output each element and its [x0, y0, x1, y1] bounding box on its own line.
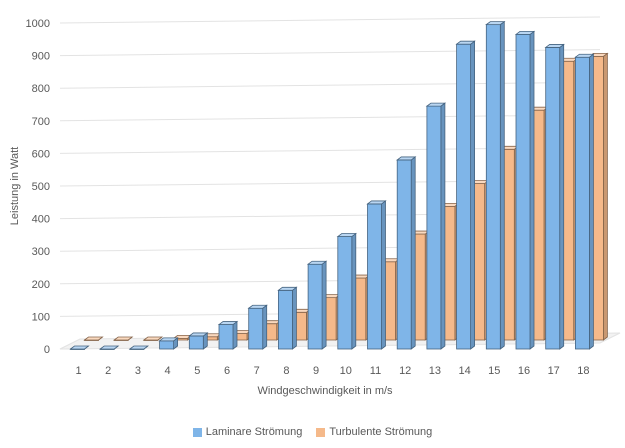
- gridline: [59, 81, 601, 89]
- legend-label-turbulent: Turbulente Strömung: [329, 426, 433, 438]
- x-tick-label: 17: [548, 365, 560, 377]
- x-tick-label: 3: [135, 365, 141, 377]
- legend-item-laminar: Laminare Strömung: [192, 426, 303, 438]
- bar-turbulent: [142, 336, 164, 341]
- bar-laminar: [217, 320, 239, 350]
- gridline: [59, 49, 601, 57]
- x-tick-label: 12: [399, 365, 411, 377]
- y-tick-label: 700: [32, 116, 50, 128]
- x-tick-label: 14: [458, 365, 470, 377]
- y-tick-label: 400: [32, 214, 50, 226]
- x-tick-label: 13: [429, 365, 441, 377]
- legend-swatch-turbulent: [316, 427, 326, 437]
- gridline: [59, 114, 601, 122]
- y-tick-label: 800: [32, 83, 50, 95]
- x-tick-label: 11: [370, 365, 381, 377]
- gridline: [59, 16, 601, 24]
- bar-laminar: [455, 40, 476, 350]
- y-tick-label: 0: [44, 344, 50, 356]
- x-tick-label: 6: [224, 365, 230, 377]
- x-tick-label: 7: [254, 365, 260, 377]
- y-tick-label: 300: [32, 246, 50, 258]
- bar-laminar: [425, 102, 447, 350]
- y-tick-label: 100: [32, 311, 50, 323]
- x-tick-label: 18: [577, 365, 589, 377]
- bar-laminar: [158, 337, 179, 350]
- x-tick-label: 2: [105, 365, 111, 377]
- bar-laminar: [366, 200, 387, 350]
- bar-laminar: [306, 260, 328, 350]
- legend-item-turbulent: Turbulente Strömung: [316, 426, 432, 438]
- x-axis-title: Windgeschwindigkeit in m/s: [257, 385, 393, 397]
- bar-laminar: [277, 286, 298, 350]
- x-tick-label: 5: [194, 365, 200, 377]
- x-tick-label: 10: [340, 365, 352, 377]
- y-tick-labels: 0 100 200 300 400 500 600 700 800 900 1000: [26, 18, 50, 356]
- bar-laminar: [544, 43, 565, 350]
- y-tick-label: 600: [32, 148, 50, 160]
- legend-swatch-laminar: [192, 427, 202, 437]
- y-tick-label: 900: [32, 51, 50, 63]
- x-tick-label: 15: [488, 365, 500, 377]
- bar-laminar: [247, 304, 268, 350]
- bar-laminar: [485, 20, 506, 350]
- legend: Laminare Strömung Turbulente Strömung: [0, 426, 625, 438]
- bar-laminar: [128, 345, 150, 350]
- bar-laminar: [396, 156, 417, 350]
- bar-turbulent: [112, 336, 134, 341]
- gridlines: [59, 16, 601, 350]
- y-tick-label: 500: [32, 181, 50, 193]
- bar-turbulent: [83, 336, 104, 341]
- y-axis-title: Leistung in Watt: [9, 147, 21, 225]
- y-tick-label: 1000: [26, 18, 50, 30]
- bar-laminar: [514, 30, 536, 350]
- x-tick-label: 9: [313, 365, 319, 377]
- series-laminar-bars: [69, 20, 595, 350]
- x-tick-labels: 1 2 3 4 5 6 7 8 9 10 11 12 13 14 15 16 17 18: [75, 365, 589, 377]
- x-tick-label: 16: [518, 365, 530, 377]
- bar-laminar: [69, 345, 90, 350]
- legend-label-laminar: Laminare Strömung: [205, 426, 303, 438]
- bar-laminar: [574, 53, 595, 350]
- x-tick-label: 1: [75, 365, 81, 377]
- bar-laminar: [188, 332, 209, 350]
- x-tick-label: 4: [165, 365, 171, 377]
- bar-laminar: [336, 232, 357, 350]
- x-tick-label: 8: [283, 365, 289, 377]
- bar-laminar: [98, 345, 120, 350]
- y-tick-label: 200: [32, 279, 50, 291]
